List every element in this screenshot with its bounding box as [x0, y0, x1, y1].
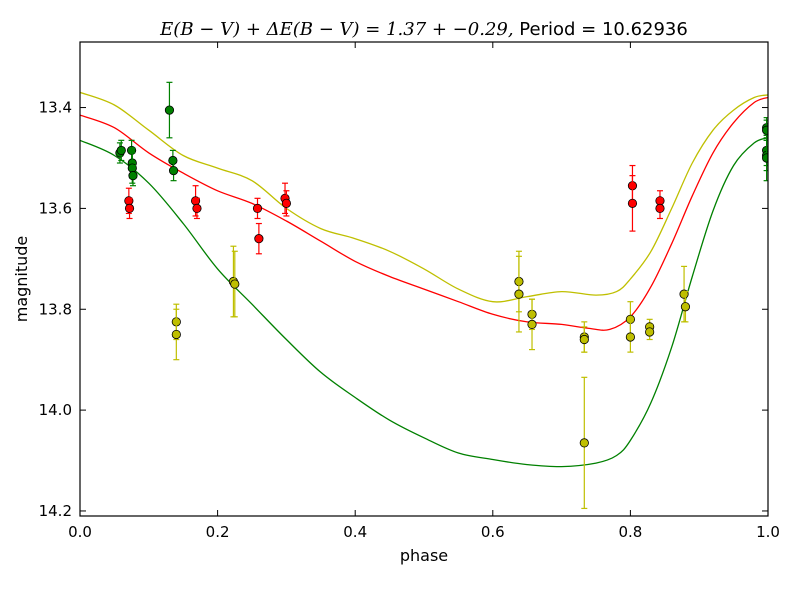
- data-point: [124, 203, 135, 214]
- chart-title-period: Period = 10.62936: [514, 19, 688, 40]
- data-point: [625, 332, 636, 342]
- plot-frame: [79, 41, 769, 517]
- data-point: [128, 171, 138, 181]
- y-axis-label: magnitude: [12, 236, 31, 323]
- data-point: [627, 198, 638, 208]
- data-point: [254, 234, 264, 244]
- y-tick-label: 13.4: [39, 99, 72, 117]
- data-point: [230, 279, 240, 289]
- chart-title: E(B − V) + ΔE(B − V) = 1.37 + −0.29, Per…: [159, 19, 688, 40]
- x-tick-label: 0.2: [206, 523, 230, 541]
- data-point: [116, 145, 126, 156]
- data-point: [680, 302, 691, 312]
- data-point: [164, 105, 175, 115]
- chart-title-math: E(B − V) + ΔE(B − V) = 1.37 + −0.29,: [159, 19, 513, 40]
- data-point: [579, 334, 589, 345]
- y-tick-label: 14.0: [39, 401, 72, 419]
- x-axis-label: phase: [400, 546, 448, 565]
- data-point: [168, 165, 179, 176]
- x-tick-label: 0.4: [343, 523, 367, 541]
- model-curve: [80, 96, 768, 331]
- data-point: [281, 198, 291, 208]
- y-tick-label: 13.6: [39, 199, 72, 217]
- data-point: [655, 203, 665, 214]
- data-point: [514, 289, 524, 299]
- x-axis-ticks: 0.0 0.2 0.4 0.6 0.8 1.0: [68, 42, 780, 541]
- x-tick-label: 0.0: [68, 523, 92, 541]
- data-point: [762, 153, 768, 163]
- model-curve: [80, 91, 768, 303]
- y-tick-label: 13.8: [39, 300, 72, 318]
- data-point: [527, 319, 537, 329]
- data-point: [252, 203, 263, 214]
- data-point: [171, 329, 181, 340]
- x-tick-label: 1.0: [756, 523, 780, 541]
- y-axis-ticks: 13.4 13.6 13.8 14.0 14.2: [39, 99, 768, 520]
- model-curves: [80, 91, 768, 468]
- data-point: [762, 125, 768, 135]
- data-points: [115, 81, 768, 510]
- data-point: [579, 438, 589, 448]
- model-curve: [80, 137, 768, 468]
- data-point: [645, 327, 655, 337]
- x-tick-label: 0.6: [481, 523, 505, 541]
- x-tick-label: 0.8: [618, 523, 642, 541]
- y-tick-label: 14.2: [39, 502, 72, 520]
- data-point: [192, 203, 202, 214]
